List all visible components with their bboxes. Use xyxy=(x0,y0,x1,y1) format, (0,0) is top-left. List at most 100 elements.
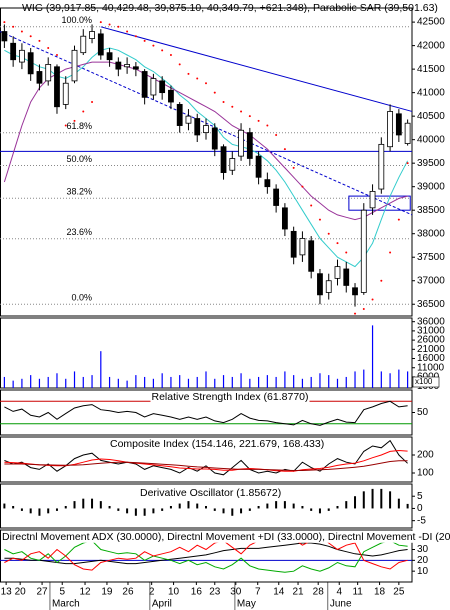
candle-body xyxy=(176,103,183,126)
sar-dot xyxy=(354,312,357,315)
y-tick-label: 10 xyxy=(417,566,429,577)
candle-body xyxy=(10,42,17,61)
bar xyxy=(406,503,409,509)
candle-body xyxy=(36,71,43,84)
x-tick-label: 26 xyxy=(122,587,134,598)
bar xyxy=(397,498,400,509)
candle-body xyxy=(255,155,262,178)
bar xyxy=(170,376,172,388)
unit-label: x100 xyxy=(415,377,433,386)
bar xyxy=(354,496,357,509)
x-tick-label: 27 xyxy=(37,587,49,598)
sar-dot xyxy=(99,21,102,24)
candle-body xyxy=(150,78,157,96)
bar xyxy=(275,501,278,509)
bar xyxy=(3,503,6,509)
bar xyxy=(398,369,400,388)
bar xyxy=(345,376,347,388)
candle-body xyxy=(404,122,411,144)
sar-dot xyxy=(362,307,365,310)
bar xyxy=(318,508,321,514)
sar-dot xyxy=(292,166,295,169)
bar xyxy=(152,378,155,388)
bar xyxy=(38,508,41,516)
x-tick-label: 19 xyxy=(101,587,113,598)
box xyxy=(348,195,411,211)
y-tick-label: 42000 xyxy=(417,40,445,51)
candle-body xyxy=(62,82,69,105)
bar xyxy=(354,371,356,388)
sar-dot xyxy=(318,218,321,221)
bar xyxy=(135,375,137,388)
sar-dot xyxy=(222,101,225,104)
indicator-line xyxy=(4,400,408,426)
x-tick-label: 2 xyxy=(149,587,155,598)
bar xyxy=(363,369,365,388)
y-tick-label: 41500 xyxy=(417,64,445,75)
fib-label: 23.6% xyxy=(66,227,92,237)
candle-body xyxy=(229,158,236,171)
candle-body xyxy=(281,207,288,230)
fib-label: 50.0% xyxy=(66,154,92,164)
indicator-line xyxy=(4,439,408,476)
bar xyxy=(82,498,85,509)
sar-dot xyxy=(231,105,234,108)
sar-dot xyxy=(248,115,251,118)
bar xyxy=(169,506,172,509)
y-tick-label: 100 xyxy=(417,468,434,479)
bar xyxy=(301,378,304,388)
y-tick-label: 20 xyxy=(417,555,429,566)
sar-dot xyxy=(12,25,15,28)
fib-label: 100.0% xyxy=(61,15,92,25)
bar xyxy=(345,501,348,509)
y-tick-label: 50 xyxy=(417,407,429,418)
x-tick-label: 12 xyxy=(79,587,91,598)
bar xyxy=(284,371,286,388)
y-tick-label: 41000 xyxy=(417,87,445,98)
candle-body xyxy=(264,179,271,188)
sar-dot xyxy=(187,72,190,75)
bar xyxy=(336,378,339,388)
sar-dot xyxy=(134,35,137,38)
sar-dot xyxy=(3,21,6,24)
candle-body xyxy=(159,80,166,94)
x-tick-label: 5 xyxy=(59,587,65,598)
trendline xyxy=(100,26,413,112)
bar xyxy=(12,380,14,388)
bar xyxy=(205,506,207,509)
candle-body xyxy=(45,64,52,82)
bar xyxy=(3,376,5,388)
candle-body xyxy=(352,287,358,296)
y-tick-label: 39000 xyxy=(417,181,445,192)
sar-dot xyxy=(205,82,207,85)
panel-title: Directnl Movement ADX (30.0000), Directn… xyxy=(2,531,450,543)
y-tick-label: 21000 xyxy=(417,344,445,355)
sar-dot xyxy=(389,251,392,254)
bar xyxy=(12,506,15,509)
candle-body xyxy=(325,280,332,293)
candle-body xyxy=(211,127,218,150)
title-background xyxy=(1,530,450,543)
candle-body xyxy=(185,115,192,124)
bar xyxy=(30,375,32,388)
y-tick-label: 37500 xyxy=(417,252,445,263)
x-tick-label: 20 xyxy=(15,587,27,598)
x-tick-label: 7 xyxy=(255,587,261,598)
y-tick-label: 5 xyxy=(417,491,423,502)
bar xyxy=(29,508,32,514)
bar xyxy=(21,378,23,388)
y-tick-label: 16000 xyxy=(417,353,445,364)
candle-body xyxy=(273,188,280,206)
x-tick-label: 13 xyxy=(1,587,13,598)
bar xyxy=(144,376,146,388)
x-tick-label: 11 xyxy=(352,587,363,598)
panel-title: WIG (39,917.85, 40,429.48, 39,875.10, 40… xyxy=(22,2,438,14)
candle-body xyxy=(124,64,131,68)
bar xyxy=(187,501,190,509)
x-tick-label: 16 xyxy=(191,587,203,598)
x-tick-label: 23 xyxy=(209,587,221,598)
sar-dot xyxy=(257,119,260,122)
bar xyxy=(56,373,58,388)
candle-body xyxy=(246,132,253,159)
